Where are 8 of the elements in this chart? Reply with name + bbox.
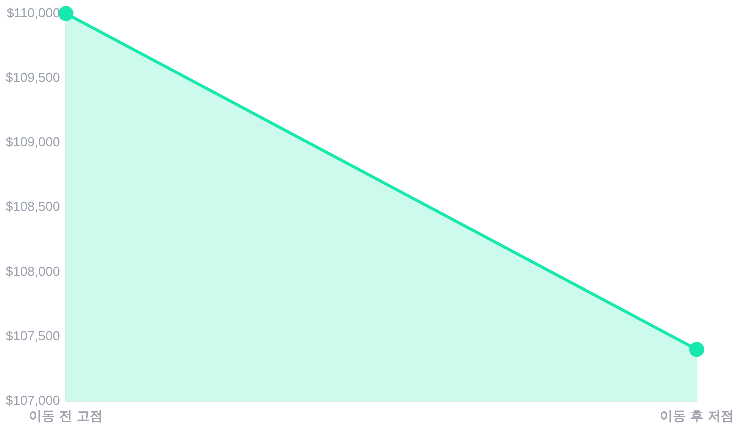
x-tick-label: 이동 후 저점 (660, 410, 734, 425)
y-tick-label: $108,500 (6, 199, 60, 214)
y-tick-label: $108,000 (6, 264, 60, 279)
y-tick-label: $109,500 (6, 70, 60, 85)
y-tick-label: $109,000 (6, 134, 60, 150)
y-tick-label: $107,000 (6, 392, 60, 408)
x-tick-label: 이동 전 고점 (29, 410, 104, 425)
y-tick-label: $107,500 (6, 328, 60, 344)
